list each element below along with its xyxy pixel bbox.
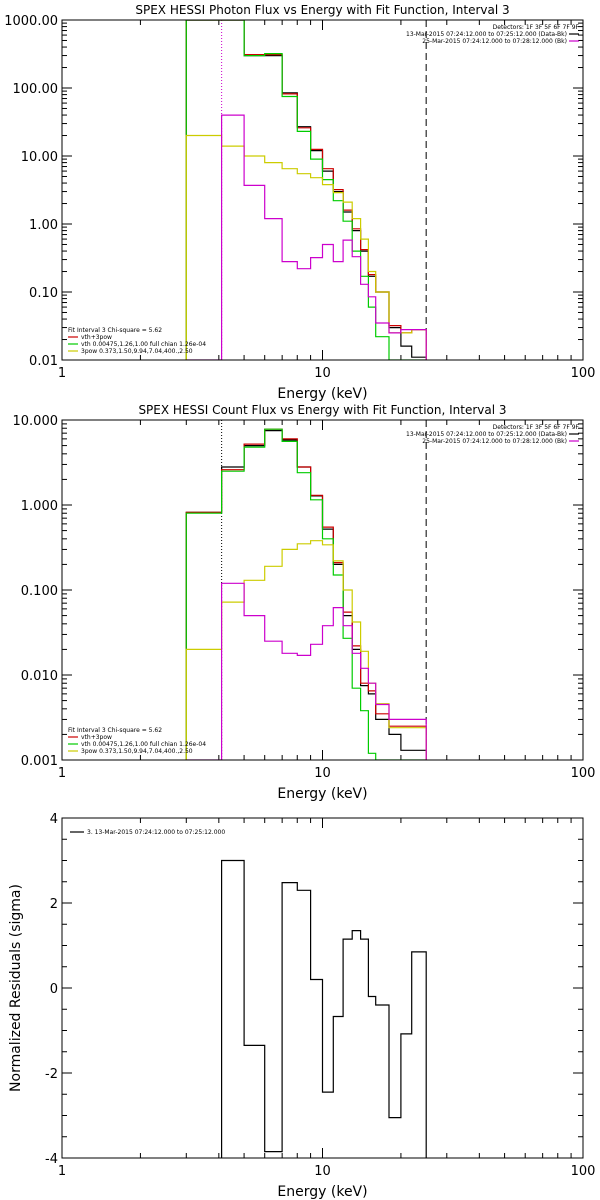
x-tick-label: 1: [58, 1164, 66, 1179]
plot-frame: [61, 817, 584, 1159]
y-tick-label: 0.10: [29, 286, 58, 301]
x-tick-label: 10: [314, 766, 331, 781]
legend-entry: 25-Mar-2015 07:24:12.000 to 07:28:12.000…: [422, 438, 567, 445]
series-vth-3pow-line: [185, 20, 427, 360]
legend-entry: vth 0.00475,1.26,1.00 full chian 1.26e-0…: [81, 741, 206, 748]
x-tick-label: 100: [571, 366, 596, 381]
plot-frame: [61, 19, 584, 361]
y-axis-label: Normalized Residuals (sigma): [8, 884, 24, 1092]
legend-bottom-left: Fit Interval 3 Chi-square = 5.62vth+3pow…: [68, 327, 206, 355]
series-data-bk-line: [185, 430, 427, 760]
plot-frame: [61, 419, 584, 761]
x-tick-label: 10: [314, 366, 331, 381]
y-tick-label: 1000.00: [4, 14, 58, 29]
legend-entry: 13-Mar-2015 07:24:12.000 to 07:25:12.000…: [406, 431, 567, 438]
y-tick-label: 10.00: [21, 150, 58, 165]
legend-header: Fit Interval 3 Chi-square = 5.62: [68, 327, 162, 334]
series-3pow-line: [185, 134, 427, 360]
legend-entry: vth+3pow: [81, 734, 112, 741]
chart-title: SPEX HESSI Photon Flux vs Energy with Fi…: [135, 3, 509, 17]
legend-header: Fit Interval 3 Chi-square = 5.62: [68, 727, 162, 734]
y-tick-label: 0: [50, 982, 58, 997]
y-tick-label: 2: [50, 897, 58, 912]
series-bk-line: [186, 114, 427, 360]
series-vth-line: [185, 428, 427, 760]
legend-entry: 25-Mar-2015 07:24:12.000 to 07:28:12.000…: [422, 38, 567, 45]
legend-entry: 3. 13-Mar-2015 07:24:12.000 to 07:25:12.…: [87, 829, 225, 836]
x-tick-label: 1: [58, 366, 66, 381]
legend-entry: Detectors: 1F 3F 5F 6F 7F 9F: [493, 424, 580, 431]
chart-3: 1 10 100 -4 -2 0 2 4 Energy (keV) Normalized Resi…: [8, 812, 595, 1200]
legend-top-right: Detectors: 1F 3F 5F 6F 7F 9F13-Mar-2015 …: [406, 24, 580, 45]
y-tick-label: 1.000: [21, 499, 58, 514]
legend-bottom-left: Fit Interval 3 Chi-square = 5.62vth+3pow…: [68, 727, 206, 755]
x-tick-label: 1: [58, 766, 66, 781]
y-tick-label: 4: [50, 812, 58, 827]
legend-entry: 3pow 0.373,1.50,9.94,7.04,400.,2.50: [81, 348, 193, 355]
y-tick-label: 100.00: [13, 82, 59, 97]
x-axis-label: Energy (keV): [277, 1184, 367, 1200]
chart-title: SPEX HESSI Count Flux vs Energy with Fit…: [138, 403, 506, 417]
x-tick-label: 100: [571, 1164, 596, 1179]
legend-top-left: 3. 13-Mar-2015 07:24:12.000 to 07:25:12.…: [70, 829, 225, 836]
chart-2: SPEX HESSI Count Flux vs Energy with Fit…: [13, 403, 596, 802]
y-tick-label: -4: [45, 1152, 58, 1167]
x-tick-label: 100: [571, 766, 596, 781]
x-axis-label: Energy (keV): [277, 386, 367, 402]
series-vth-3pow-line: [185, 428, 427, 760]
y-tick-label: 0.010: [21, 669, 58, 684]
legend-entry: vth+3pow: [81, 334, 112, 341]
series-bk-line: [186, 582, 427, 760]
y-tick-label: 0.100: [21, 584, 58, 599]
y-tick-label: 1.00: [29, 218, 58, 233]
chart-1: SPEX HESSI Photon Flux vs Energy with Fi…: [4, 3, 595, 402]
series-residuals-line: [221, 859, 427, 1158]
y-tick-label: 0.01: [29, 354, 58, 369]
series-group: [185, 20, 427, 360]
legend-entry: 13-Mar-2015 07:24:12.000 to 07:25:12.000…: [406, 31, 567, 38]
legend-entry: 3pow 0.373,1.50,9.94,7.04,400.,2.50: [81, 748, 193, 755]
series-group: [221, 859, 427, 1158]
x-tick-label: 10: [314, 1164, 331, 1179]
series-group: [185, 428, 427, 760]
series-3pow-line: [185, 540, 427, 760]
series-data-bk-line: [185, 20, 427, 360]
legend-entry: vth 0.00475,1.26,1.00 full chian 1.26e-0…: [81, 341, 206, 348]
legend-top-right: Detectors: 1F 3F 5F 6F 7F 9F13-Mar-2015 …: [406, 424, 580, 445]
y-tick-label: -2: [45, 1067, 58, 1082]
y-tick-label: 10.000: [13, 414, 59, 429]
x-axis-label: Energy (keV): [277, 786, 367, 802]
legend-entry: Detectors: 1F 3F 5F 6F 7F 9F: [493, 24, 580, 31]
y-tick-label: 0.001: [21, 754, 58, 769]
series-vth-line: [185, 20, 427, 360]
